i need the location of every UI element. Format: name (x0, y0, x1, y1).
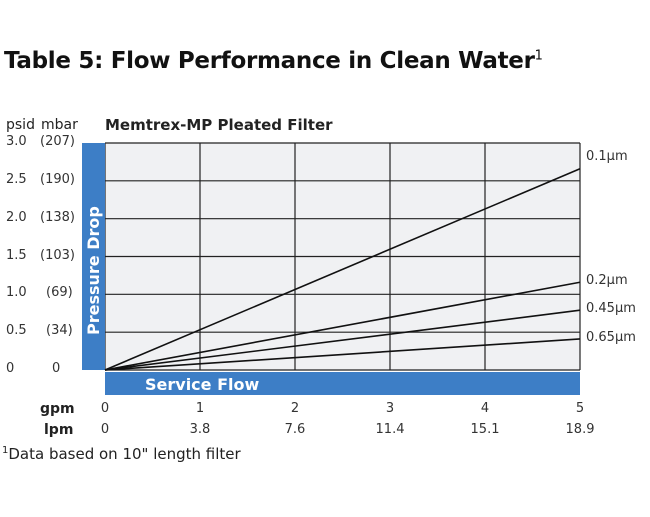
x-tick-gpm: 5 (575, 401, 585, 416)
y-axis-label: Pressure Drop (84, 206, 103, 335)
series-line (104, 309, 581, 371)
y-tick-psid: 3.0 (6, 134, 27, 149)
x-tick-gpm: 2 (290, 401, 300, 416)
page-title: Table 5: Flow Performance in Clean Water… (4, 48, 543, 74)
y-axis-band (82, 143, 105, 370)
x-tick-lpm: 7.6 (284, 422, 306, 437)
y-tick-psid: 2.0 (6, 209, 27, 225)
y-tick-psid: 1.0 (6, 285, 27, 301)
x-tick-lpm: 11.4 (375, 422, 405, 437)
x-tick-lpm: 18.9 (565, 422, 595, 437)
footnote-mark: 1 (2, 445, 9, 456)
y-unit-mbar: mbar (41, 117, 78, 133)
y-tick-mbar: (190) (40, 171, 75, 187)
x-tick-gpm: 1 (195, 401, 205, 416)
y-tick-psid: 0 (6, 361, 15, 376)
x-tick-gpm: 4 (480, 401, 490, 416)
series-label: 0.45µm (586, 301, 636, 317)
series-label: 0.65µm (586, 329, 636, 345)
x-tick-lpm: 15.1 (470, 422, 500, 437)
x-tick-gpm: 3 (385, 401, 395, 416)
x-axis-band (105, 372, 580, 395)
footnote: 1Data based on 10" length filter (2, 445, 241, 463)
title-footnote-mark: 1 (534, 48, 543, 64)
title-text: Table 5: Flow Performance in Clean Water (4, 48, 535, 74)
x-tick-lpm: 0 (100, 422, 110, 437)
x-tick-gpm: 0 (100, 401, 110, 416)
x-axis-label: Service Flow (145, 375, 259, 394)
x-unit-gpm: gpm (40, 401, 75, 417)
y-unit-psid: psid (6, 117, 35, 133)
y-tick-psid: 0.5 (6, 323, 27, 339)
y-tick-mbar: 0 (52, 361, 61, 376)
y-tick-psid: 2.5 (6, 171, 27, 187)
y-tick-mbar: (138) (40, 209, 75, 225)
x-tick-lpm: 3.8 (189, 422, 211, 437)
y-tick-mbar: (34) (46, 323, 73, 339)
y-tick-psid: 1.5 (6, 247, 27, 263)
series-line (104, 281, 581, 371)
chart-title: Memtrex-MP Pleated Filter (105, 116, 333, 134)
series-line (104, 338, 581, 371)
series-label: 0.1µm (586, 148, 628, 164)
series-label: 0.2µm (586, 273, 628, 289)
y-tick-mbar: (103) (40, 247, 75, 263)
y-tick-mbar: (69) (46, 285, 73, 301)
footnote-text: Data based on 10" length filter (8, 445, 241, 463)
y-tick-mbar: (207) (40, 134, 75, 149)
series-line (104, 167, 581, 371)
x-unit-lpm: lpm (44, 422, 74, 438)
